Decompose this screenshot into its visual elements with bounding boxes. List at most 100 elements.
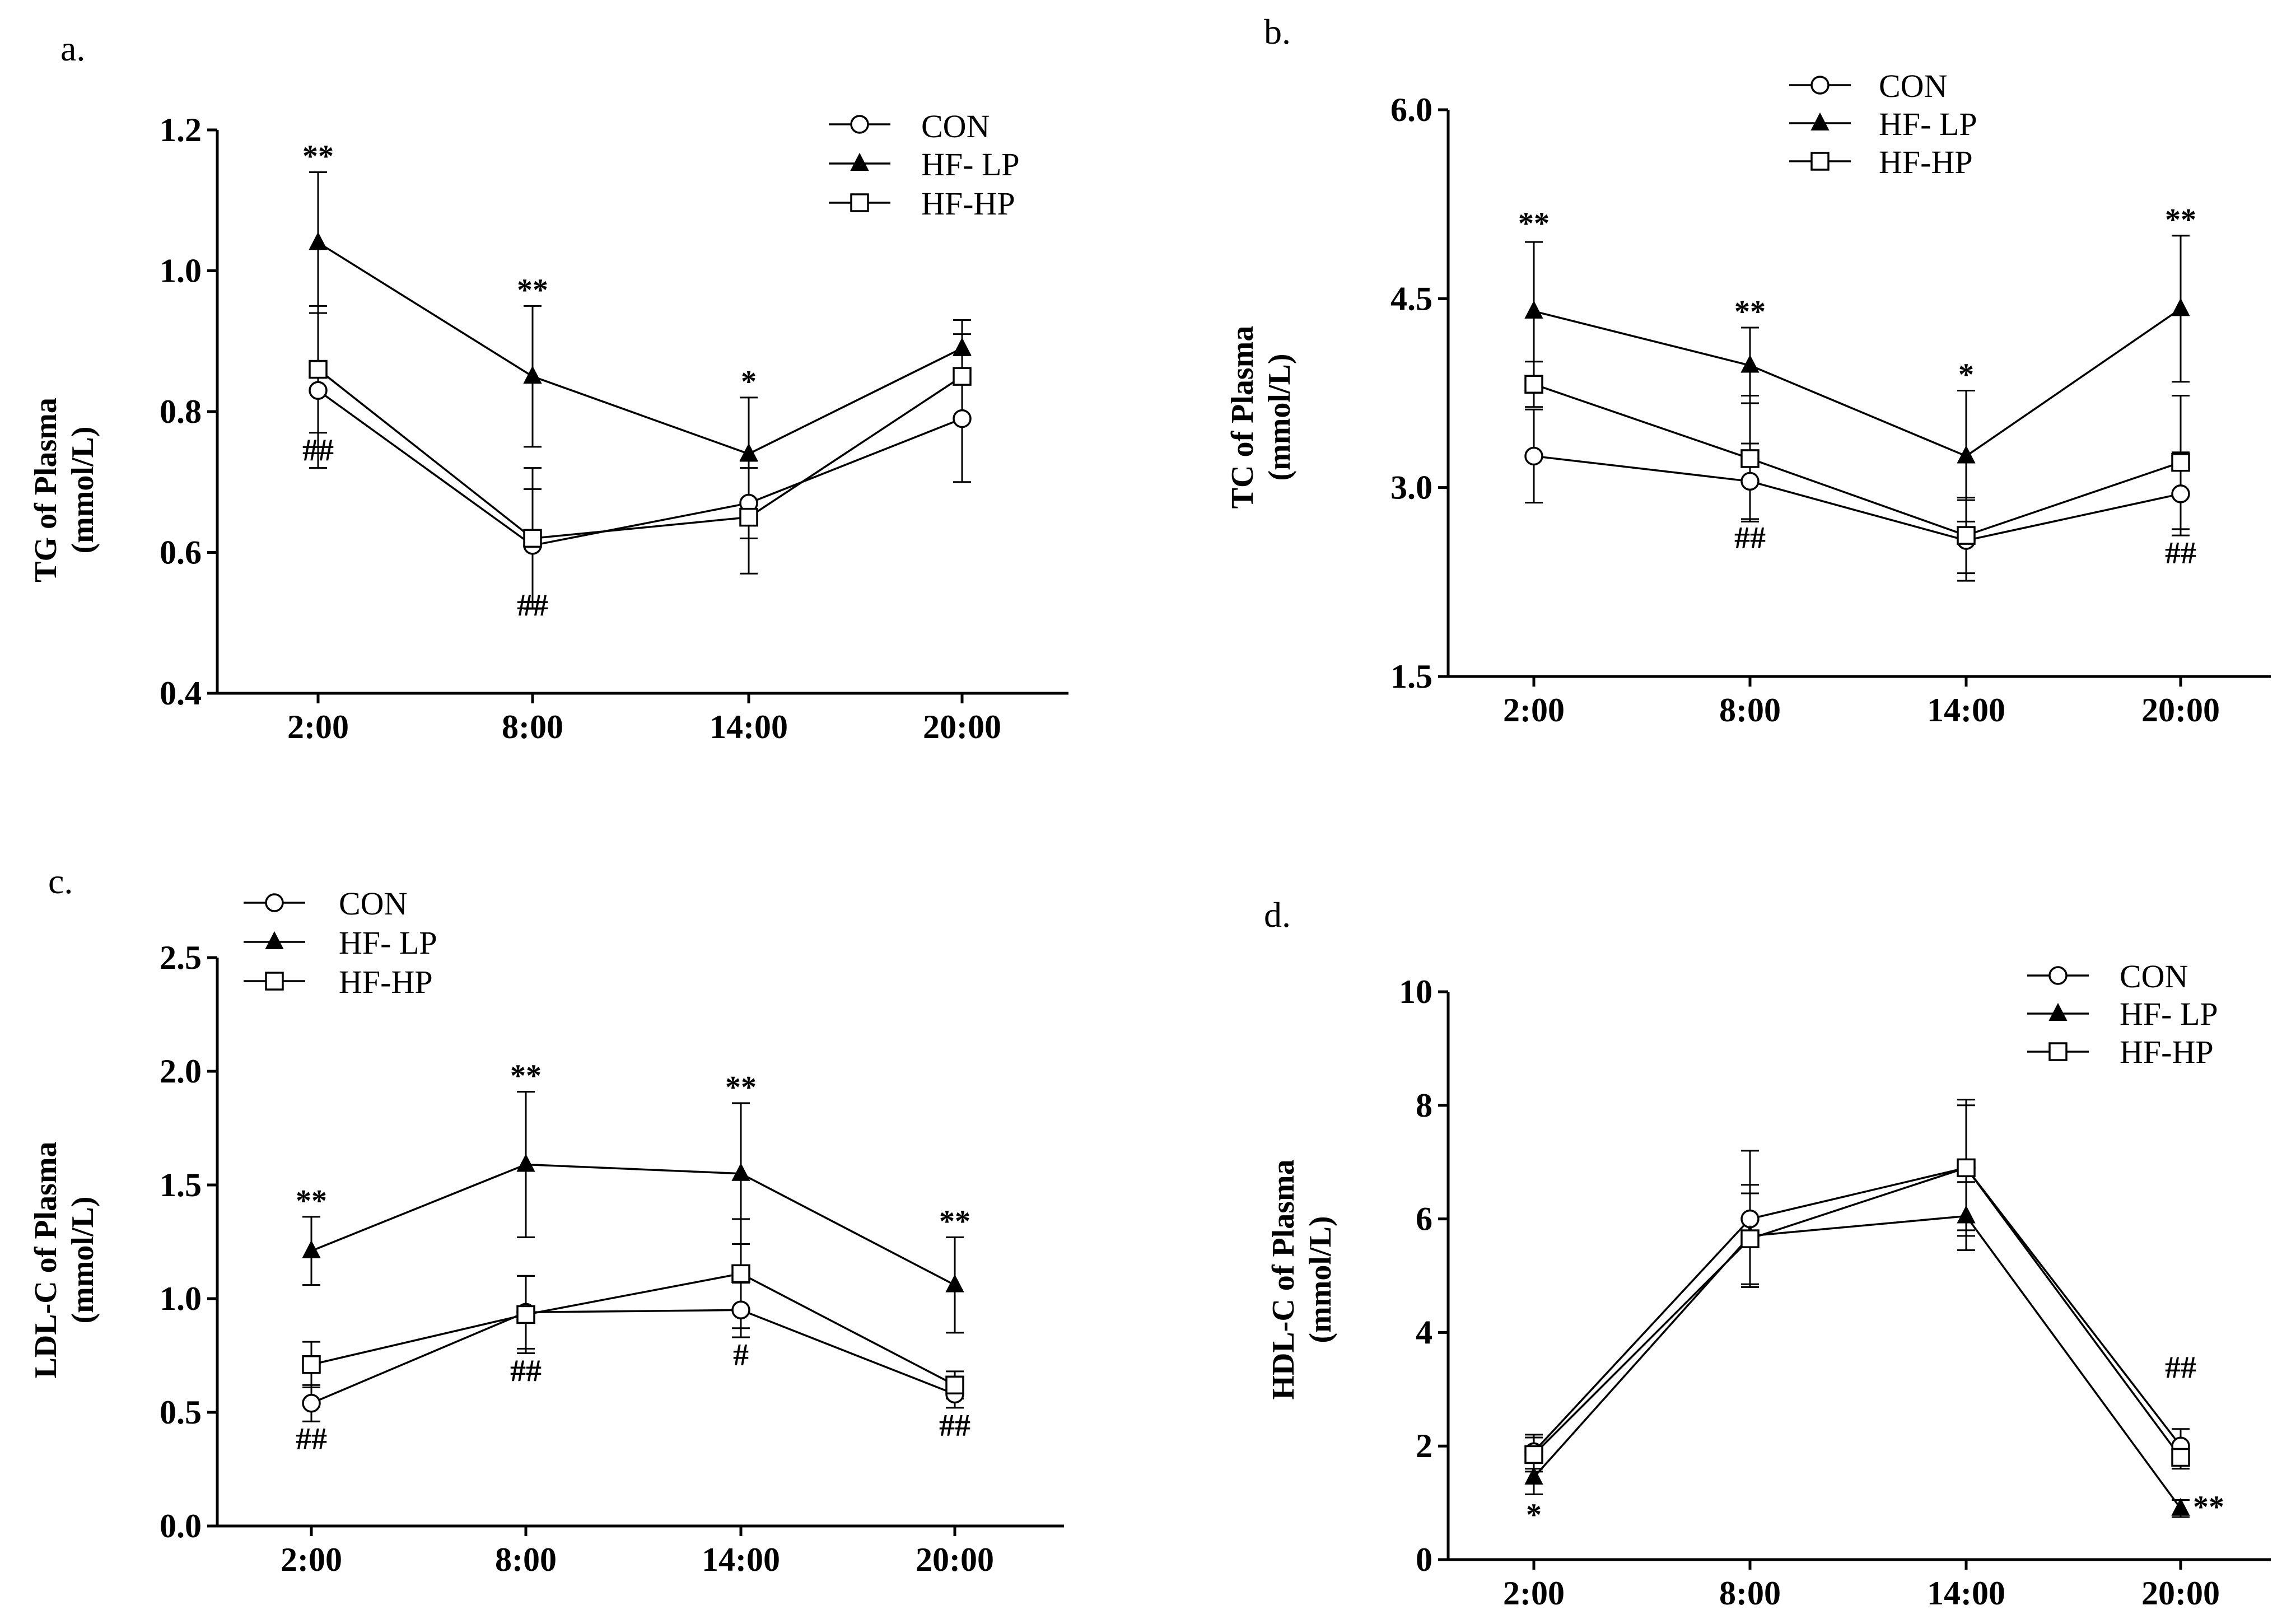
data-point-hf-hp xyxy=(731,1264,750,1284)
significance-marker: ** xyxy=(1518,207,1550,241)
series-line-hf-hp xyxy=(311,1272,955,1386)
data-point-hf-hp xyxy=(953,367,972,386)
y-axis-title-line2: (mmol/L) xyxy=(1303,1216,1338,1343)
series-line-con xyxy=(311,1309,955,1404)
panel-b: 1.53.04.56.02:00 8:00 14:00 20:00****##***#… xyxy=(1225,12,2271,729)
data-point-hf-lp xyxy=(302,1240,321,1258)
data-point-hf-lp xyxy=(1524,1466,1543,1485)
significance-marker: # xyxy=(733,1338,749,1373)
legend-label-hf-hp: HF-HP xyxy=(339,964,433,1000)
data-point-hf-hp xyxy=(1524,1445,1543,1464)
legend-marker-con xyxy=(1810,76,1830,95)
data-point-hf-lp xyxy=(953,337,972,356)
series-line-hf-lp xyxy=(311,1163,955,1286)
y-tick-label: 1.5 xyxy=(160,1166,202,1203)
y-tick-label: 10 xyxy=(1399,973,1432,1010)
x-tick-label: 20:00 xyxy=(2141,692,2220,729)
y-tick-label: 1.5 xyxy=(1390,658,1432,695)
legend-marker-hf-lp xyxy=(1810,112,1830,130)
significance-marker: ## xyxy=(2165,1351,2196,1385)
legend-marker-hf-hp xyxy=(1810,152,1830,171)
series-line-con xyxy=(1533,455,2181,542)
legend-label-con: CON xyxy=(1879,68,1947,104)
y-tick-label: 2.5 xyxy=(160,939,202,976)
data-point-hf-hp xyxy=(309,360,328,379)
y-tick-label: 1.0 xyxy=(160,253,202,290)
legend-marker-con xyxy=(850,115,869,134)
y-tick-label: 8 xyxy=(1416,1087,1432,1124)
legend-label-hf-lp: HF- LP xyxy=(2120,996,2218,1032)
data-point-hf-lp xyxy=(1957,1205,1976,1224)
data-point-con xyxy=(1524,446,1543,466)
y-tick-label: 4 xyxy=(1416,1314,1432,1351)
data-point-hf-hp xyxy=(1740,449,1760,468)
y-tick-label: 0.6 xyxy=(160,534,202,571)
data-point-hf-hp xyxy=(739,507,758,527)
y-tick-label: 6 xyxy=(1416,1201,1432,1238)
significance-marker: ** xyxy=(517,273,548,307)
legend-label-con: CON xyxy=(2120,958,2188,995)
legend-label-hf-hp: HF-HP xyxy=(2120,1034,2214,1070)
data-point-con xyxy=(302,1394,321,1413)
series-line-hf-hp xyxy=(1533,383,2181,536)
significance-marker: * xyxy=(1526,1497,1542,1532)
legend-marker-hf-lp xyxy=(850,152,869,171)
x-tick-label: 14:00 xyxy=(710,708,788,745)
data-point-con xyxy=(309,381,328,400)
legend-label-hf-lp: HF- LP xyxy=(339,925,437,961)
x-tick-label: 20:00 xyxy=(916,1541,994,1578)
data-point-hf-hp xyxy=(945,1375,964,1395)
series-line-con xyxy=(1533,1166,2182,1453)
series-line-hf-lp xyxy=(1533,307,2181,458)
significance-marker: ** xyxy=(2165,203,2196,237)
panel-label: a. xyxy=(60,29,85,68)
series-line-con xyxy=(317,389,963,547)
data-point-hf-lp xyxy=(516,1154,535,1172)
legend-label-con: CON xyxy=(921,108,990,144)
legend-marker-hf-hp xyxy=(2048,1042,2068,1061)
data-point-hf-hp xyxy=(516,1305,535,1324)
legend-label-hf-lp: HF- LP xyxy=(1879,106,1977,142)
significance-marker: ## xyxy=(296,1422,327,1457)
panel-label: d. xyxy=(1264,895,1291,935)
significance-marker: * xyxy=(741,365,757,399)
data-point-hf-lp xyxy=(945,1274,964,1292)
y-axis-title-line2: (mmol/L) xyxy=(1262,353,1297,480)
significance-marker: ** xyxy=(939,1204,970,1239)
y-tick-label: 6.0 xyxy=(1390,91,1432,128)
significance-marker: ** xyxy=(1734,295,1766,329)
data-point-hf-lp xyxy=(731,1163,750,1181)
data-point-con xyxy=(953,409,972,428)
significance-marker: ** xyxy=(2193,1490,2224,1525)
y-tick-label: 2 xyxy=(1416,1427,1432,1464)
data-point-hf-lp xyxy=(309,232,328,250)
data-point-hf-lp xyxy=(1957,445,1976,464)
legend-marker-hf-hp xyxy=(265,972,284,991)
x-tick-label: 14:00 xyxy=(702,1541,780,1578)
y-tick-label: 1.0 xyxy=(160,1280,202,1317)
x-tick-label: 14:00 xyxy=(1927,1575,2005,1612)
x-tick-label: 20:00 xyxy=(923,708,1001,745)
x-tick-label: 2:00 xyxy=(1503,692,1565,729)
legend-label-hf-lp: HF- LP xyxy=(921,146,1020,183)
x-tick-label: 2:00 xyxy=(281,1541,342,1578)
x-tick-label: 20:00 xyxy=(2141,1575,2220,1612)
legend-label-hf-hp: HF-HP xyxy=(921,185,1015,222)
y-axis-title-line1: TG of Plasma xyxy=(29,398,63,582)
y-tick-label: 0.5 xyxy=(160,1394,202,1431)
significance-marker: ** xyxy=(302,139,334,174)
series-line-hf-hp xyxy=(317,368,963,540)
legend-marker-hf-hp xyxy=(850,193,869,212)
x-tick-label: 8:00 xyxy=(495,1541,557,1578)
legend-marker-con xyxy=(265,893,284,912)
legend-label-hf-hp: HF-HP xyxy=(1879,144,1973,180)
data-point-hf-hp xyxy=(1957,1158,1976,1178)
data-point-hf-hp xyxy=(2171,452,2190,472)
significance-marker: ## xyxy=(510,1354,542,1388)
significance-marker: ## xyxy=(2165,536,2196,571)
x-tick-label: 8:00 xyxy=(1719,692,1781,729)
y-tick-label: 2.0 xyxy=(160,1053,202,1090)
y-axis-title-line1: TC of Plasma xyxy=(1225,326,1260,509)
data-point-hf-hp xyxy=(523,529,542,548)
